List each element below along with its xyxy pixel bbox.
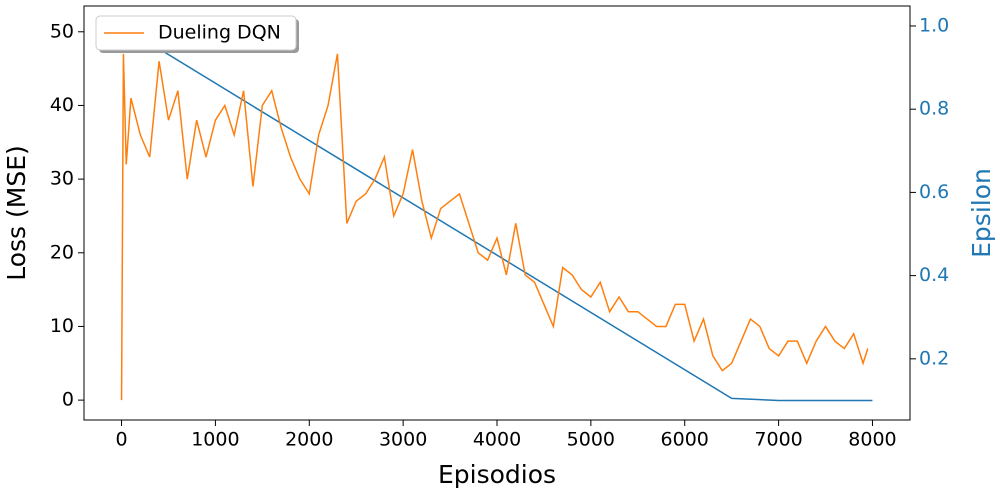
legend-label: Dueling DQN (158, 22, 281, 44)
y-tick-label: 40 (50, 94, 74, 116)
y2-tick-label: 0.8 (919, 98, 949, 120)
x-tick-label: 7000 (754, 429, 802, 451)
legend-box (95, 15, 297, 51)
y-axis-label: Loss (MSE) (2, 145, 31, 281)
y2-tick-label: 1.0 (919, 14, 949, 36)
x-tick-label: 2000 (285, 429, 333, 451)
y-tick-label: 20 (50, 241, 74, 263)
x-tick-label: 6000 (661, 429, 709, 451)
y-tick-label: 0 (62, 389, 74, 411)
x-tick-label: 5000 (567, 429, 615, 451)
x-tick-label: 1000 (191, 429, 239, 451)
series-line (120, 53, 869, 401)
x-tick-label: 3000 (379, 429, 427, 451)
y-tick-label: 30 (50, 168, 74, 190)
legend: Dueling DQN (95, 15, 299, 53)
y2-tick-label: 0.2 (919, 347, 949, 369)
x-tick-label: 4000 (473, 429, 521, 451)
plot-frame (83, 5, 911, 421)
y-tick-label: 10 (50, 315, 74, 337)
x-tick-label: 0 (115, 429, 127, 451)
y2-axis-label: Epsilon (967, 168, 996, 258)
y2-tick-label: 0.6 (919, 181, 949, 203)
x-axis-label: Episodios (438, 460, 556, 489)
x-tick-label: 8000 (848, 429, 896, 451)
y-tick-label: 50 (50, 20, 74, 42)
y2-tick-label: 0.4 (919, 264, 949, 286)
series-line (121, 25, 873, 402)
